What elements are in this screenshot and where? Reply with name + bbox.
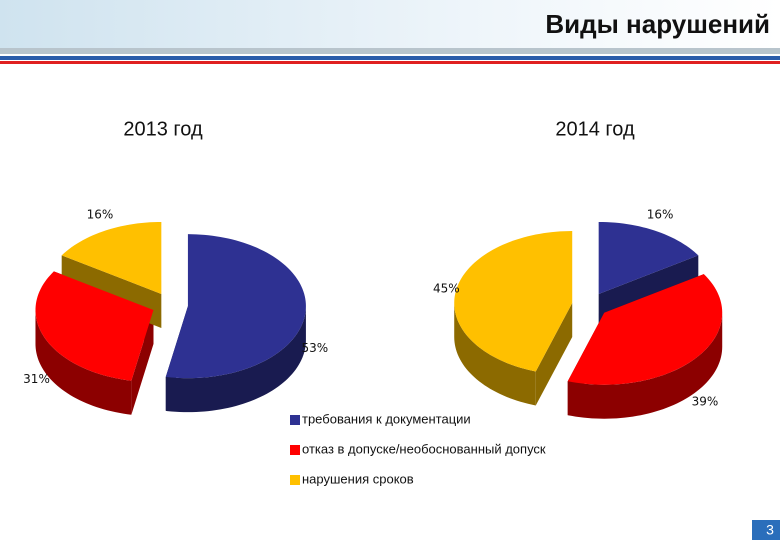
legend-swatch — [290, 475, 300, 485]
data-label: 31% — [23, 372, 50, 386]
slice-side — [165, 306, 306, 413]
slide-title: Виды нарушений — [545, 9, 770, 39]
pie-1 — [454, 221, 723, 419]
slice-side — [567, 312, 723, 419]
slice-side — [535, 303, 573, 406]
data-label: 53% — [301, 341, 328, 355]
legend-label: нарушения сроков — [302, 471, 414, 486]
legend-label: требования к документации — [302, 411, 471, 426]
page-number: 3 — [766, 522, 774, 538]
header-band — [0, 0, 780, 48]
data-label: 45% — [433, 281, 460, 295]
header-stripe — [0, 48, 780, 54]
header-stripe — [0, 61, 780, 64]
page-number-box — [752, 520, 780, 540]
legend-label: отказ в допуске/необоснованный допуск — [302, 441, 546, 456]
pie-title: 2014 год — [555, 118, 635, 140]
data-label: 16% — [647, 208, 674, 222]
slice — [165, 234, 306, 379]
slice — [567, 274, 723, 385]
data-label: 16% — [87, 208, 114, 222]
slice — [598, 221, 699, 294]
pie-0 — [35, 221, 306, 415]
slice-side — [454, 303, 536, 406]
header-stripe — [0, 56, 780, 60]
slice — [61, 221, 162, 294]
slice-side — [35, 310, 132, 415]
slice — [35, 271, 154, 381]
legend-swatch — [290, 445, 300, 455]
data-label: 39% — [692, 394, 719, 408]
legend-swatch — [290, 415, 300, 425]
slice — [454, 231, 573, 372]
pie-title: 2013 год — [123, 118, 203, 140]
